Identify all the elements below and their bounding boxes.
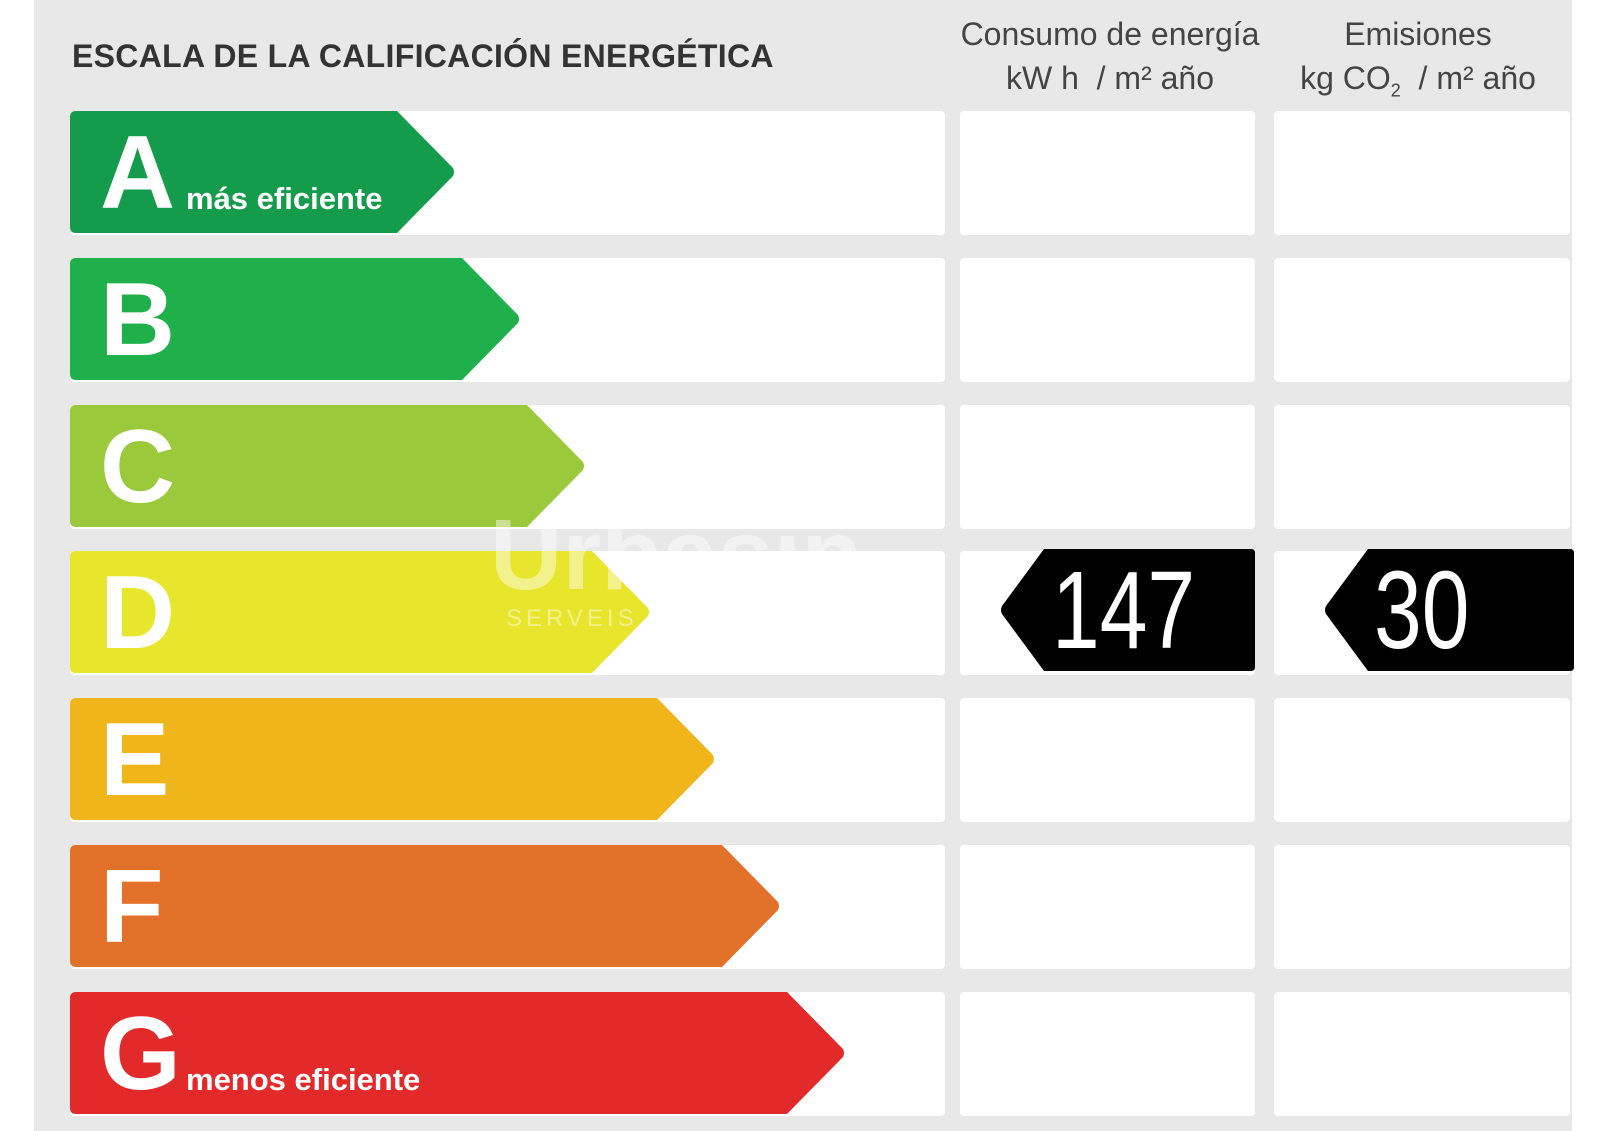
- rating-bar-cell: D: [70, 551, 945, 675]
- energy-value-cell: [960, 698, 1255, 822]
- rating-bar-cell: E: [70, 698, 945, 822]
- rating-arrow-fill: [70, 551, 649, 673]
- rating-letter: D: [100, 555, 176, 671]
- emissions-header-line2: kg CO2 / m² año: [1268, 56, 1568, 100]
- emissions-value-cell: [1274, 405, 1570, 529]
- rating-bar-cell: B: [70, 258, 945, 382]
- rating-letter: F: [100, 849, 164, 965]
- emissions-value-cell: [1274, 698, 1570, 822]
- rating-arrow-shape: [70, 698, 714, 820]
- marker-value: 147: [1052, 549, 1196, 672]
- rating-arrow-fill: [70, 111, 454, 233]
- emissions-value-cell: [1274, 992, 1570, 1116]
- emissions-unit-sub: 2: [1390, 80, 1401, 101]
- rating-sublabel: menos eficiente: [186, 1062, 421, 1097]
- rating-arrow-shape: [70, 258, 519, 380]
- rating-arrow-fill: [70, 845, 779, 967]
- rating-sublabel: más eficiente: [186, 181, 383, 216]
- rating-arrow-d: D: [70, 551, 650, 675]
- rating-row-c: C: [70, 405, 1570, 529]
- marker-value: 30: [1374, 549, 1470, 672]
- rating-arrow-shape: [70, 405, 584, 527]
- rating-arrow-b: B: [70, 258, 520, 382]
- emissions-unit-kgco: kg CO: [1300, 60, 1391, 96]
- rating-letter: E: [100, 702, 170, 818]
- energy-column-header: Consumo de energía kW h / m² año: [950, 12, 1270, 100]
- energy-value-cell: [960, 992, 1255, 1116]
- rating-arrow-fill: [70, 698, 714, 820]
- emissions-column-header: Emisiones kg CO2 / m² año: [1268, 12, 1568, 100]
- rating-arrow-fill: [70, 258, 519, 380]
- marker-shape: [1325, 549, 1574, 671]
- emissions-rating-marker: 30: [1324, 549, 1574, 673]
- emissions-value-cell: [1274, 258, 1570, 382]
- rating-letter: G: [100, 996, 181, 1112]
- marker-shape: [1001, 549, 1255, 671]
- rating-arrow-shape: [70, 992, 844, 1114]
- energy-header-line2: kW h / m² año: [1005, 60, 1215, 96]
- energy-value-cell: [960, 405, 1255, 529]
- rating-arrow-shape: [70, 111, 454, 233]
- rating-letter: B: [100, 262, 176, 378]
- rating-bar-cell: F: [70, 845, 945, 969]
- rating-row-e: E: [70, 698, 1570, 822]
- energy-value-cell: [960, 258, 1255, 382]
- rating-row-b: B: [70, 258, 1570, 382]
- energy-value-cell: [960, 845, 1255, 969]
- energy-value-cell: [960, 111, 1255, 235]
- rating-row-d: D 147 30: [70, 549, 1574, 675]
- rating-arrow-f: F: [70, 845, 780, 969]
- rating-letter: C: [100, 409, 176, 525]
- rating-arrow-fill: [70, 992, 844, 1114]
- rating-row-f: F: [70, 845, 1570, 969]
- emissions-unit-rest: / m² año: [1400, 60, 1536, 96]
- rating-bar-cell: C: [70, 405, 945, 529]
- energy-header-line1: Consumo de energía: [960, 16, 1260, 52]
- emissions-value-cell: [1274, 111, 1570, 235]
- rating-arrow-e: E: [70, 698, 715, 822]
- rating-arrow-shape: [70, 551, 649, 673]
- rating-arrow-c: C: [70, 405, 585, 529]
- energy-rating-marker: 147: [1000, 549, 1255, 673]
- rating-letter: A: [100, 115, 176, 231]
- emissions-header-line1: Emisiones: [1344, 16, 1492, 52]
- scale-title: ESCALA DE LA CALIFICACIÓN ENERGÉTICA: [72, 38, 774, 74]
- rating-arrow-shape: [70, 845, 779, 967]
- rating-arrow-fill: [70, 405, 584, 527]
- marker-fill: [1001, 549, 1255, 671]
- emissions-value-cell: [1274, 845, 1570, 969]
- marker-fill: [1325, 549, 1574, 671]
